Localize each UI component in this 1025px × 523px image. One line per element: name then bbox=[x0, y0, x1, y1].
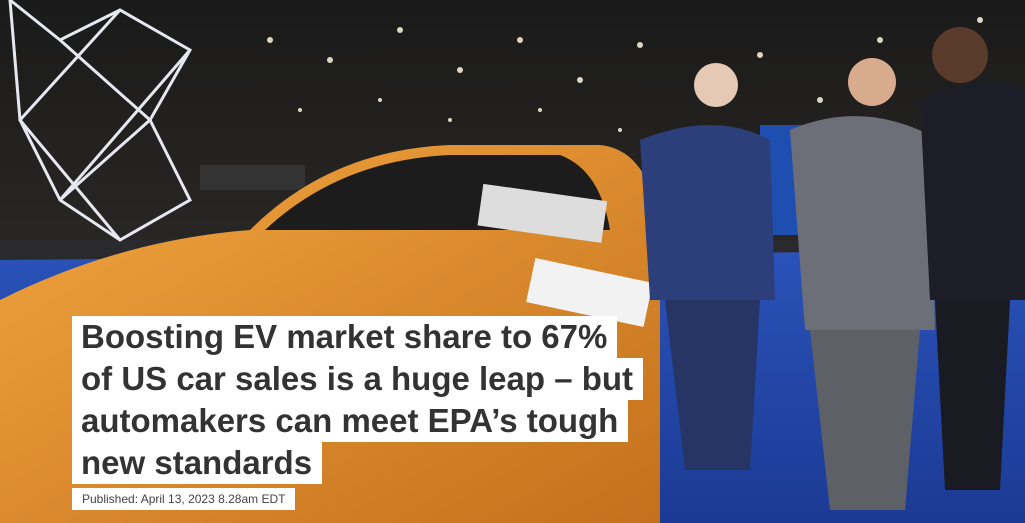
headline-line: automakers can meet EPA’s tough bbox=[72, 400, 629, 442]
headline-line: new standards bbox=[72, 442, 323, 484]
headline-line: Boosting EV market share to 67% bbox=[72, 316, 618, 358]
headline: Boosting EV market share to 67% of US ca… bbox=[72, 316, 644, 484]
headline-line: of US car sales is a huge leap – but bbox=[72, 358, 644, 400]
published-date: Published: April 13, 2023 8.28am EDT bbox=[72, 488, 296, 510]
